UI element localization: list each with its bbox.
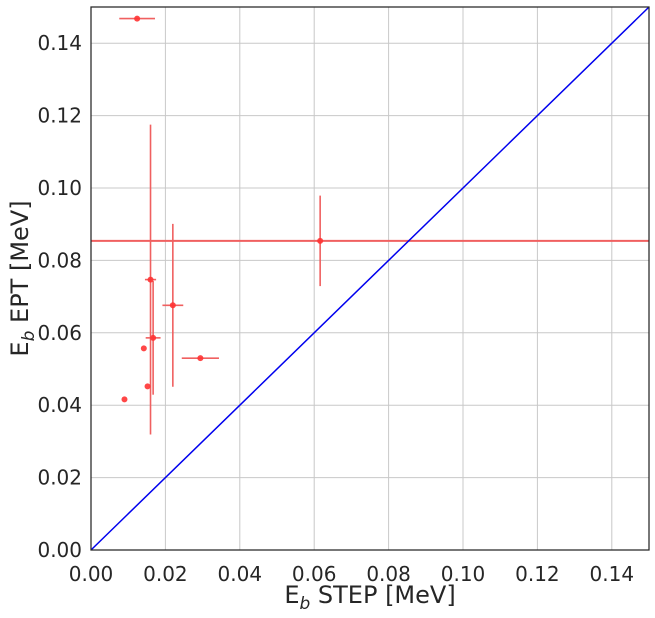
y-tick-label: 0.08 bbox=[37, 248, 82, 272]
x-axis-label: Eb STEP [MeV] bbox=[284, 581, 455, 614]
x-tick-label: 0.04 bbox=[218, 562, 263, 586]
data-point bbox=[134, 15, 141, 22]
x-tick-labels: 0.00 0.02 0.04 0.06 0.08 0.10 0.12 0.14 bbox=[69, 562, 634, 586]
x-tick-label: 0.08 bbox=[366, 562, 411, 586]
data-point bbox=[317, 237, 324, 244]
y-axis-label-rest: EPT [MeV] bbox=[6, 200, 34, 330]
data-point bbox=[197, 355, 204, 362]
x-tick-label: 0.10 bbox=[441, 562, 486, 586]
data-point bbox=[147, 276, 154, 283]
errorbar-layer bbox=[119, 17, 321, 435]
y-tick-label: 0.12 bbox=[37, 104, 82, 128]
x-tick-label: 0.06 bbox=[292, 562, 337, 586]
y-tick-label: 0.10 bbox=[37, 176, 82, 200]
data-point bbox=[121, 396, 128, 403]
identity-line-layer bbox=[90, 6, 650, 551]
x-tick-label: 0.02 bbox=[143, 562, 188, 586]
grid bbox=[90, 7, 649, 551]
point-layer bbox=[121, 15, 324, 403]
x-axis-label-rest: STEP [MeV] bbox=[310, 581, 455, 609]
data-point bbox=[150, 334, 157, 341]
y-axis-label-main: E bbox=[6, 341, 34, 356]
y-tick-label: 0.02 bbox=[37, 466, 82, 490]
y-tick-label: 0.06 bbox=[37, 321, 82, 345]
y-tick-label: 0.14 bbox=[37, 31, 82, 55]
x-axis-label-main: E bbox=[284, 581, 299, 609]
y-axis-label-sub: b bbox=[19, 331, 39, 342]
y-tick-label: 0.04 bbox=[37, 393, 82, 417]
y-tick-labels: 0.00 0.02 0.04 0.06 0.08 0.10 0.12 0.14 bbox=[37, 31, 82, 562]
data-point bbox=[169, 302, 176, 309]
plot-frame bbox=[90, 6, 650, 551]
data-point bbox=[140, 345, 147, 352]
x-axis-label-sub: b bbox=[299, 594, 310, 614]
y-tick-label: 0.00 bbox=[37, 538, 82, 562]
x-tick-label: 0.12 bbox=[515, 562, 560, 586]
x-tick-label: 0.00 bbox=[69, 562, 114, 586]
identity-line bbox=[90, 6, 650, 551]
x-tick-label: 0.14 bbox=[590, 562, 635, 586]
y-axis-label: Eb EPT [MeV] bbox=[6, 200, 39, 356]
data-point bbox=[144, 383, 151, 390]
